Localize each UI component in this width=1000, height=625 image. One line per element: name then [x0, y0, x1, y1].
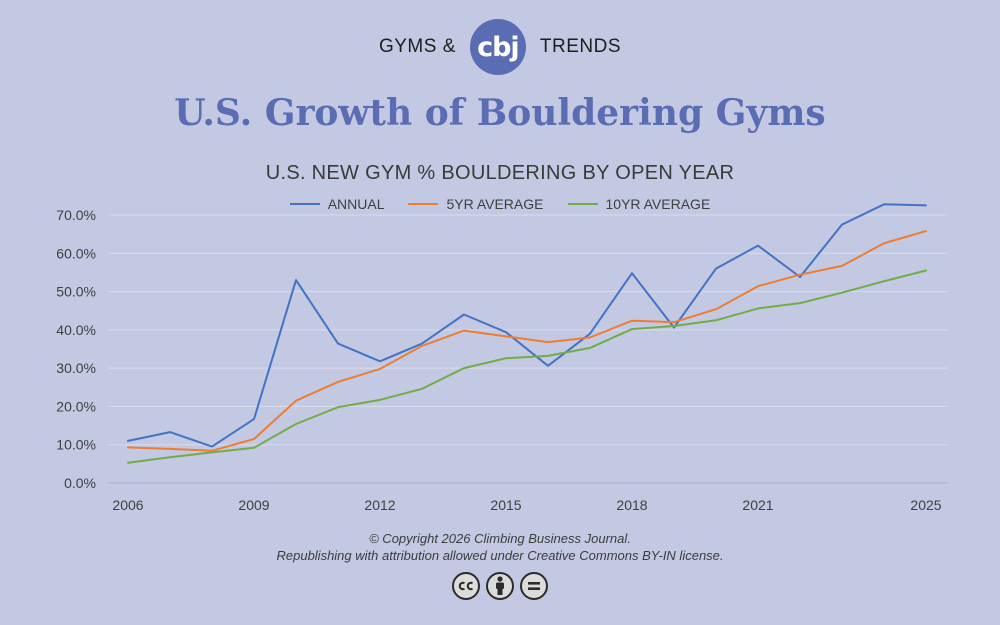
- brand-left-word: GYMS &: [378, 36, 456, 57]
- cbj-logo-text: cbj: [477, 31, 520, 63]
- y-tick-label: 60.0%: [56, 245, 96, 261]
- x-tick-label: 2012: [364, 497, 395, 513]
- x-tick-label: 2021: [742, 497, 773, 513]
- legend-label-annual: ANNUAL: [327, 196, 385, 212]
- legend-item-annual: ANNUAL: [289, 196, 385, 212]
- legend-label-10yr-average: 10YR AVERAGE: [605, 196, 711, 212]
- chart-series: [127, 203, 927, 464]
- license-icons: [0, 570, 1000, 602]
- y-tick-label: 20.0%: [56, 398, 96, 414]
- copyright-line-2: Republishing with attribution allowed un…: [276, 548, 724, 563]
- chart-title: U.S. NEW GYM % BOULDERING BY OPEN YEAR: [265, 162, 735, 184]
- y-tick-label: 40.0%: [56, 322, 96, 338]
- legend-swatch-5yr-average: [408, 203, 439, 205]
- y-tick-label: 30.0%: [56, 360, 96, 376]
- main-title: U.S. Growth of Bouldering Gyms: [174, 92, 826, 134]
- copyright-line-1: © Copyright 2026 Climbing Business Journ…: [369, 531, 631, 546]
- brand-header: GYMS & cbj TRENDS: [0, 19, 1000, 75]
- copyright-notice: © Copyright 2026 Climbing Business Journ…: [0, 530, 1000, 564]
- chart-legend: ANNUAL 5YR AVERAGE 10YR AVERAGE: [0, 193, 1000, 215]
- x-tick-label: 2009: [238, 497, 269, 513]
- series-line-annual: [127, 203, 927, 448]
- x-axis-ticks: 2006 2009 2012 2015 2018 2021 2025: [112, 497, 941, 513]
- legend-label-5yr-average: 5YR AVERAGE: [446, 196, 544, 212]
- series-line-5yr-average: [127, 230, 927, 452]
- x-tick-label: 2015: [490, 497, 521, 513]
- y-tick-label: 0.0%: [64, 475, 96, 491]
- y-tick-label: 10.0%: [56, 437, 96, 453]
- y-axis-ticks: 0.0% 10.0% 20.0% 30.0% 40.0% 50.0% 60.0% 70.0%: [56, 207, 96, 491]
- legend-item-5yr-average: 5YR AVERAGE: [408, 196, 544, 212]
- series-line-10yr-average: [127, 269, 927, 464]
- legend-swatch-10yr-average: [567, 203, 598, 205]
- brand-right-word: TRENDS: [539, 36, 622, 57]
- y-tick-label: 50.0%: [56, 284, 96, 300]
- chart-gridlines: [108, 214, 948, 484]
- attribution-person-icon: [486, 572, 514, 600]
- no-derivatives-icon: [520, 572, 548, 600]
- x-tick-label: 2018: [616, 497, 647, 513]
- legend-swatch-annual: [289, 203, 320, 205]
- cbj-logo: cbj: [469, 19, 526, 75]
- x-tick-label: 2006: [112, 497, 143, 513]
- x-tick-label: 2025: [910, 497, 941, 513]
- creative-commons-icon: [452, 572, 480, 600]
- legend-item-10yr-average: 10YR AVERAGE: [567, 196, 711, 212]
- y-tick-label: 70.0%: [56, 207, 96, 223]
